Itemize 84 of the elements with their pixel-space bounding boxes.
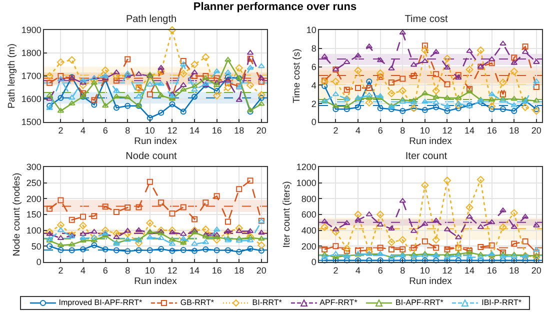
y-tick-label: 50 xyxy=(31,241,42,252)
x-tick-label: 12 xyxy=(442,266,452,276)
x-tick-label: 20 xyxy=(256,126,266,136)
x-tick-label: 14 xyxy=(190,126,200,136)
y-tick-label: 100 xyxy=(26,225,42,236)
x-tick-label: 14 xyxy=(464,126,475,136)
y-tick-label: 1900 xyxy=(21,25,42,36)
x-tick-label: 2 xyxy=(58,266,64,276)
x-tick-label: 6 xyxy=(102,266,108,276)
y-tick-label: 10 xyxy=(306,25,316,36)
chart-title: Iter count xyxy=(405,151,448,162)
y-tick-label: 0 xyxy=(311,257,316,268)
x-tick-label: 4 xyxy=(356,266,361,276)
x-tick-label: 20 xyxy=(531,126,542,136)
y-axis-title: Time cost (s) xyxy=(291,48,302,104)
y-axis-title: Node count (nodes) xyxy=(11,172,22,256)
x-tick-label: 2 xyxy=(58,126,64,136)
x-tick-label: 16 xyxy=(486,126,497,136)
x-tick-label: 18 xyxy=(509,126,520,136)
x-tick-label: 6 xyxy=(378,266,383,276)
chart-title: Time cost xyxy=(404,14,448,26)
x-tick-label: 20 xyxy=(256,266,266,276)
x-tick-label: 18 xyxy=(234,126,244,136)
y-tick-label: 4 xyxy=(311,80,316,90)
y-tick-label: 2 xyxy=(311,98,316,109)
y-axis-title: Path length (m) xyxy=(6,44,18,108)
chart-title: Path length xyxy=(126,14,177,26)
y-tick-label: 0 xyxy=(36,257,42,268)
x-tick-label: 18 xyxy=(509,266,520,276)
x-tick-label: 10 xyxy=(144,126,155,136)
y-tick-label: 150 xyxy=(26,210,42,220)
x-tick-label: 8 xyxy=(125,266,130,276)
x-tick-label: 18 xyxy=(234,266,244,276)
legend-label: Improved BI-APF-RRT* xyxy=(58,298,142,308)
x-tick-label: 12 xyxy=(167,126,178,136)
y-tick-label: 300 xyxy=(26,162,42,172)
y-tick-label: 600 xyxy=(301,210,316,220)
y-tick-label: 1600 xyxy=(21,94,42,104)
y-tick-label: 6 xyxy=(311,62,316,72)
legend-label: GB-RRT* xyxy=(179,298,214,308)
y-tick-label: 200 xyxy=(301,241,316,252)
x-tick-label: 8 xyxy=(400,266,406,276)
x-tick-label: 2 xyxy=(333,126,338,136)
x-tick-label: 2 xyxy=(333,266,338,276)
x-tick-label: 4 xyxy=(80,126,86,136)
x-tick-label: 4 xyxy=(80,266,86,276)
text: Planner performance over runs xyxy=(192,1,358,13)
y-tick-label: 8 xyxy=(311,44,316,54)
x-axis-title: Run index xyxy=(409,276,452,287)
y-tick-label: 250 xyxy=(26,178,42,188)
x-tick-label: 8 xyxy=(125,126,130,136)
y-tick-label: 1000 xyxy=(296,178,316,188)
y-tick-label: 1800 xyxy=(21,48,42,58)
x-tick-label: 4 xyxy=(356,126,361,136)
legend-label: IBI-P-RRT* xyxy=(480,298,522,308)
y-axis-title: Iter count (iters) xyxy=(281,181,292,248)
x-tick-label: 14 xyxy=(190,266,200,276)
x-tick-label: 12 xyxy=(167,266,178,276)
x-tick-label: 8 xyxy=(400,126,406,136)
y-tick-label: 400 xyxy=(301,225,316,236)
y-tick-label: 1500 xyxy=(21,117,42,128)
y-tick-label: 0 xyxy=(311,117,316,128)
y-tick-label: 1200 xyxy=(296,162,316,172)
x-tick-label: 20 xyxy=(531,266,542,276)
legend-label: BI-APF-RRT* xyxy=(394,298,444,308)
legend-label: APF-RRT* xyxy=(318,298,358,308)
x-tick-label: 16 xyxy=(486,266,497,276)
x-tick-label: 14 xyxy=(464,266,475,276)
y-tick-label: 200 xyxy=(26,194,42,204)
x-tick-label: 10 xyxy=(420,126,430,136)
x-axis-title: Run index xyxy=(409,136,452,147)
x-tick-label: 12 xyxy=(442,126,452,136)
chart-title: Node count xyxy=(126,151,178,162)
x-tick-label: 6 xyxy=(102,126,108,136)
x-tick-label: 16 xyxy=(212,266,222,276)
x-tick-label: 10 xyxy=(420,266,430,276)
x-tick-label: 10 xyxy=(144,266,155,276)
y-tick-label: 1700 xyxy=(21,71,42,82)
x-tick-label: 6 xyxy=(378,126,383,136)
x-axis-title: Run index xyxy=(134,136,178,147)
x-tick-label: 16 xyxy=(212,126,222,136)
y-tick-label: 800 xyxy=(301,194,316,204)
legend-label: BI-RRT* xyxy=(251,298,282,308)
x-axis-title: Run index xyxy=(134,276,178,287)
